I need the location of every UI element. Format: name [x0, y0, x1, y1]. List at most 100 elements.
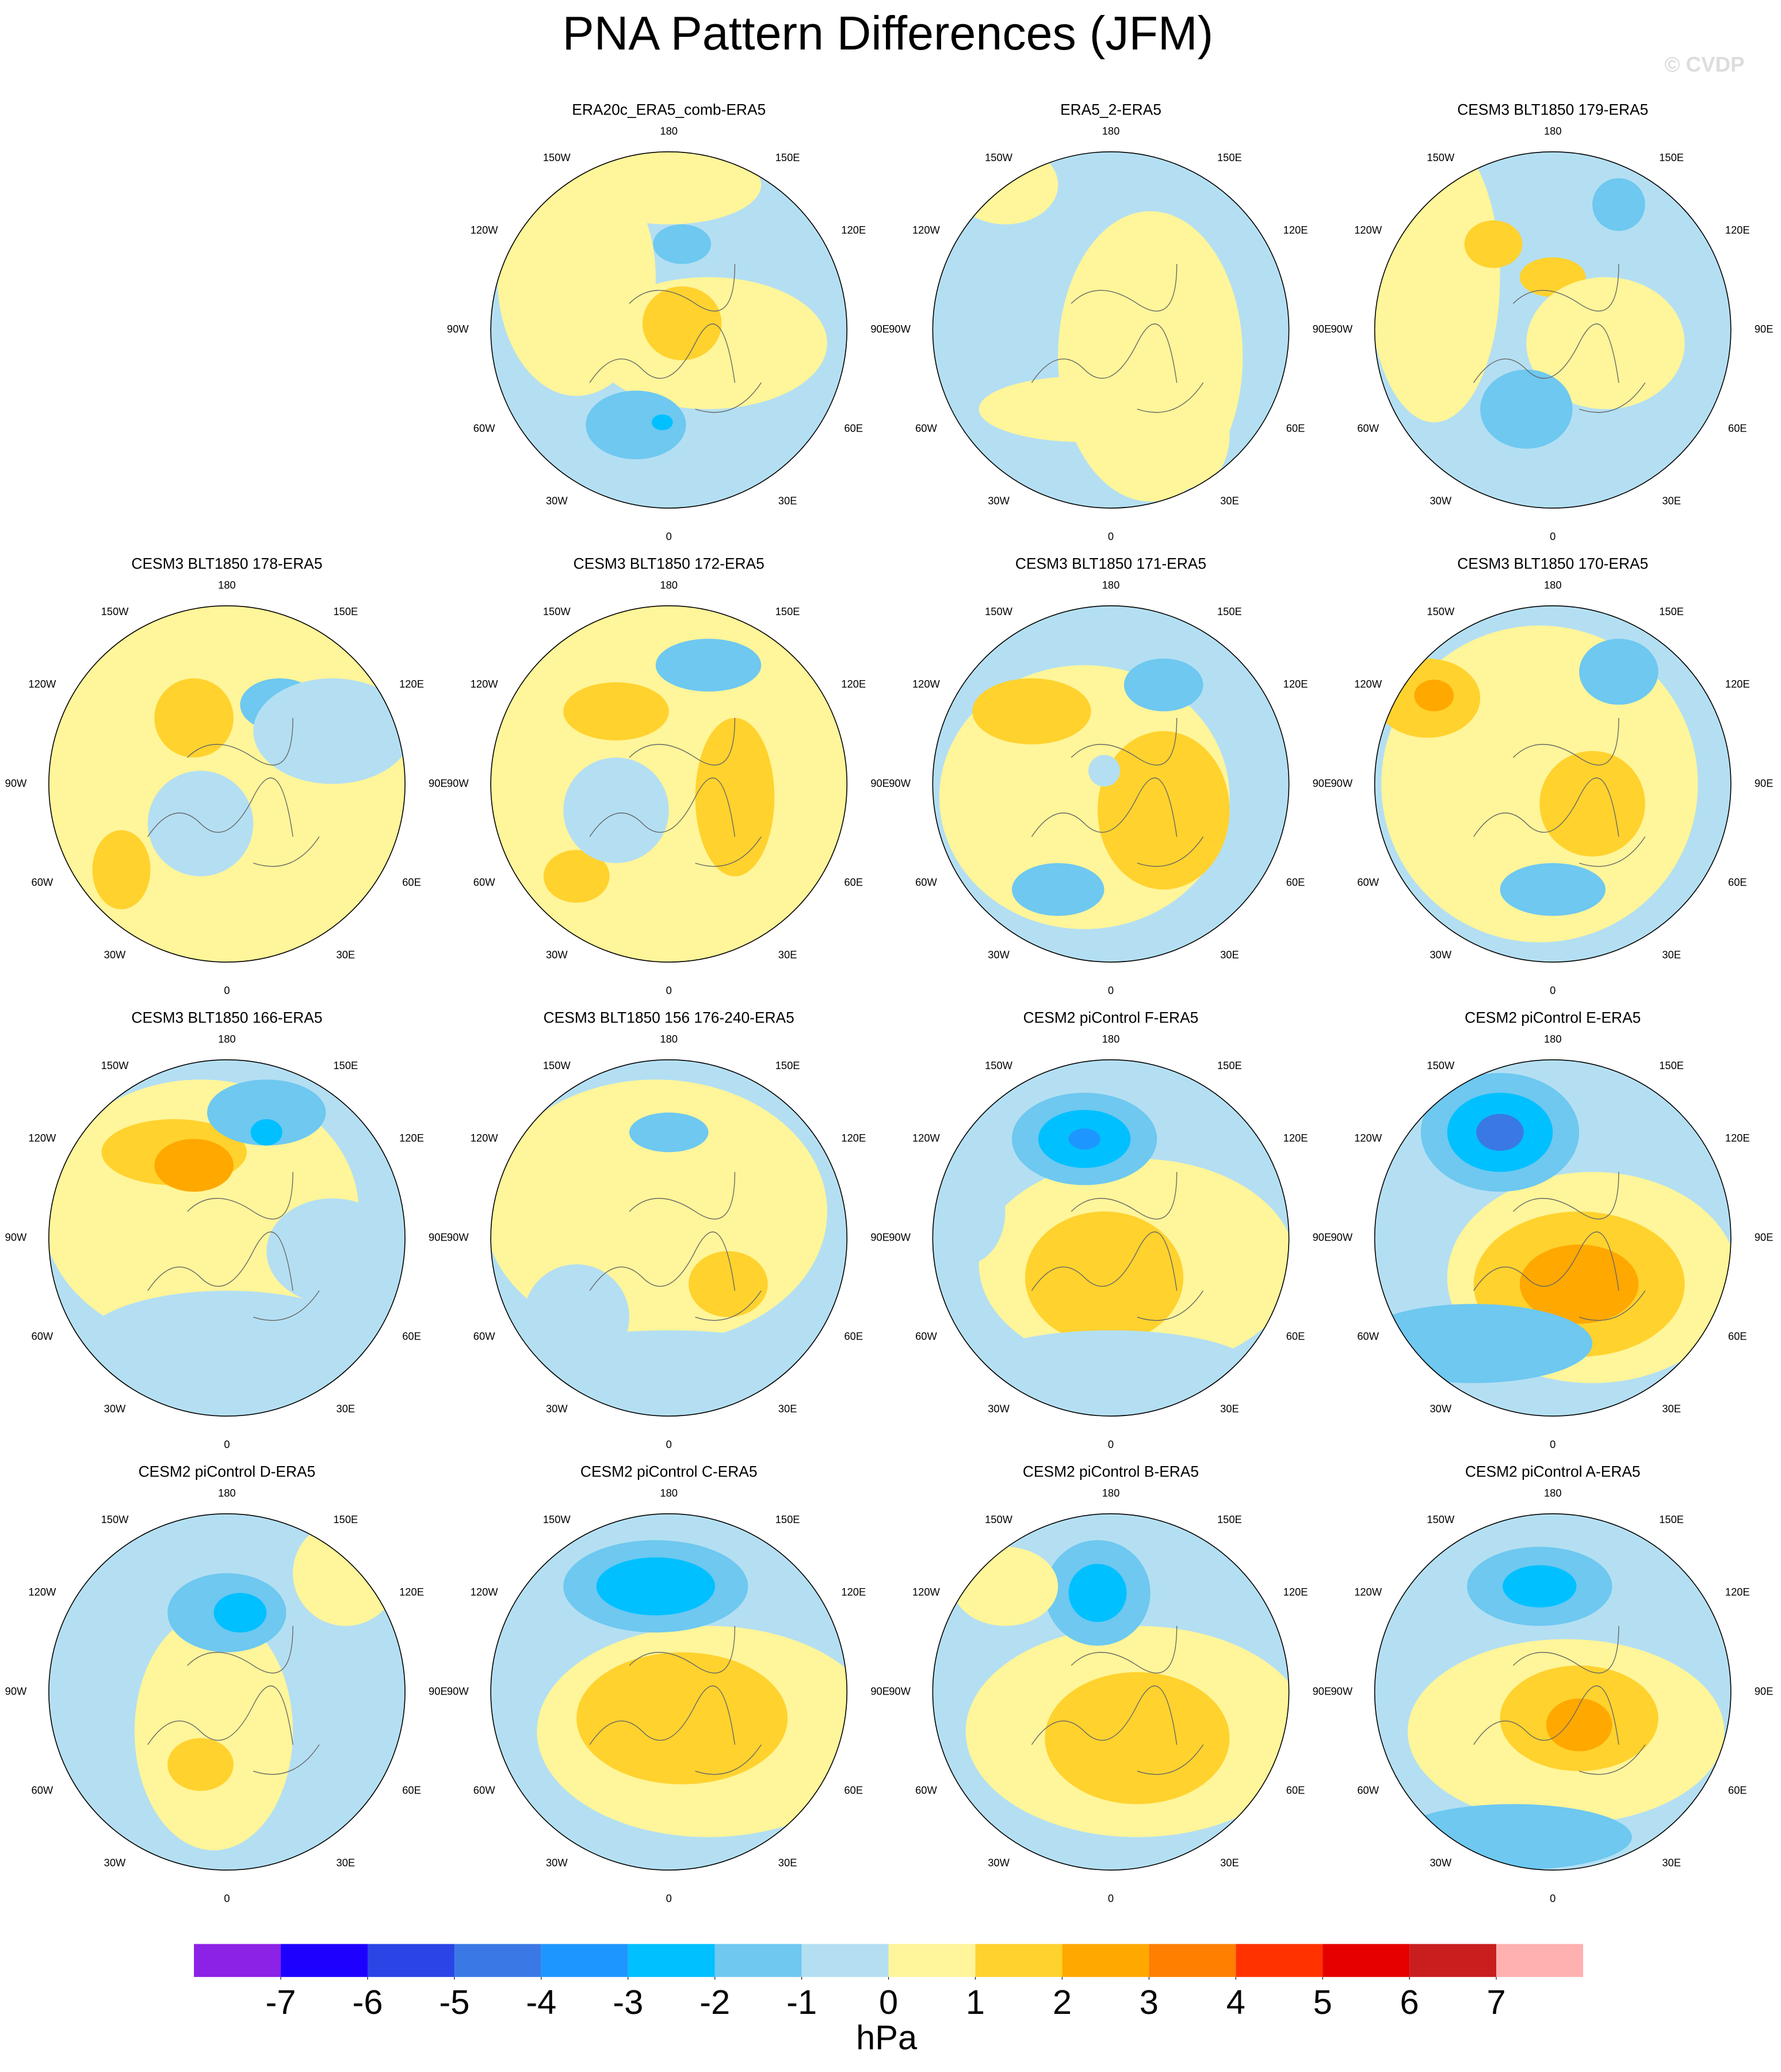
longitude-label: 120W — [471, 1586, 499, 1598]
anomaly-contour — [253, 678, 406, 784]
map-panel: ERA20c_ERA5_comb-ERA5 180 150E 120E 90E 60E 30… — [447, 101, 889, 543]
colorbar-box — [801, 1944, 889, 1977]
anomaly-contour — [213, 1593, 267, 1633]
colorbar-tick-label: 4 — [1226, 1983, 1245, 2021]
panel-title: CESM2 piControl A-ERA5 — [1465, 1463, 1641, 1480]
anomaly-field — [932, 1093, 1289, 1410]
colorbar-box — [628, 1944, 715, 1977]
panel-title: CESM2 piControl B-ERA5 — [1023, 1463, 1199, 1480]
anomaly-contour — [979, 376, 1190, 442]
coastline — [1031, 1172, 1204, 1321]
longitude-label: 90E — [870, 1231, 889, 1243]
longitude-label: 90W — [1331, 1685, 1352, 1697]
colorbar-tick-label: -6 — [352, 1983, 383, 2021]
coastline — [1473, 1625, 1646, 1775]
longitude-label: 30E — [1662, 494, 1681, 506]
longitude-label: 30W — [988, 948, 1010, 960]
longitude-label: 30W — [1430, 494, 1451, 506]
longitude-label: 60E — [402, 876, 421, 888]
colorbar-tick-label: -2 — [700, 1983, 730, 2021]
anomaly-contour — [1526, 277, 1685, 410]
longitude-label: 30W — [546, 1856, 568, 1868]
panel-title: CESM3 BLT1850 178-ERA5 — [131, 555, 322, 573]
longitude-label: 60W — [1357, 876, 1379, 888]
longitude-label: 150E — [775, 605, 800, 617]
longitude-label: 60W — [1357, 1784, 1379, 1796]
longitude-label: 150E — [333, 1513, 358, 1525]
map-border — [1374, 1513, 1732, 1871]
longitude-label: 60E — [844, 876, 863, 888]
longitude-label: 90W — [447, 323, 469, 335]
longitude-label: 150W — [985, 1513, 1013, 1525]
anomaly-contour — [651, 414, 673, 430]
longitude-label: 180 — [1102, 1033, 1120, 1045]
panel-title: CESM3 BLT1850 172-ERA5 — [574, 555, 765, 573]
longitude-label: 90W — [447, 777, 469, 789]
map-border — [490, 1059, 848, 1417]
longitude-label: 90W — [1331, 323, 1352, 335]
longitude-label: 60W — [1357, 1330, 1379, 1342]
longitude-label: 150W — [543, 1513, 571, 1525]
longitude-label: 0 — [666, 1892, 672, 1904]
panel-title: CESM3 BLT1850 179-ERA5 — [1457, 101, 1648, 119]
longitude-label: 0 — [1550, 984, 1555, 996]
map-border — [48, 1059, 406, 1417]
map-border — [932, 151, 1290, 509]
longitude-label: 0 — [666, 530, 672, 542]
colorbar-box — [1236, 1944, 1323, 1977]
longitude-label: 120E — [1283, 678, 1308, 690]
map-panel: CESM2 piControl A-ERA5 180 150E 120E 90E 60E 3… — [1331, 1463, 1773, 1905]
coastline — [1031, 718, 1204, 867]
longitude-label: 30W — [1430, 1856, 1451, 1868]
anomaly-field — [497, 151, 827, 460]
longitude-label: 60E — [844, 1784, 863, 1796]
anomaly-field — [952, 1540, 1289, 1837]
anomaly-field — [491, 1079, 827, 1410]
longitude-label: 150W — [543, 605, 571, 617]
longitude-label: 30W — [104, 1402, 126, 1414]
colorbar-box — [1409, 1944, 1497, 1977]
longitude-label: 180 — [1544, 125, 1562, 137]
colorbar-box — [281, 1944, 368, 1977]
coastline — [1473, 718, 1646, 867]
longitude-label: 90E — [1755, 1685, 1774, 1697]
longitude-label: 180 — [1102, 1487, 1120, 1499]
anomaly-contour — [1068, 1563, 1127, 1622]
longitude-label: 120E — [1283, 1132, 1308, 1144]
longitude-label: 90E — [1313, 1685, 1332, 1697]
longitude-label: 90W — [889, 1685, 911, 1697]
longitude-label: 120E — [399, 1586, 424, 1598]
anomaly-field — [48, 605, 406, 963]
anomaly-contour — [932, 1158, 1006, 1265]
longitude-label: 0 — [1550, 1438, 1555, 1450]
longitude-label: 120W — [1354, 224, 1382, 236]
anomaly-contour — [1150, 383, 1230, 489]
anomaly-contour — [1503, 1565, 1577, 1608]
colorbar-box — [888, 1944, 976, 1977]
longitude-label: 0 — [1108, 530, 1114, 542]
longitude-label: 30W — [546, 948, 568, 960]
longitude-label: 150W — [1427, 1513, 1455, 1525]
longitude-label: 60W — [473, 1330, 495, 1342]
panel-title: CESM3 BLT1850 166-ERA5 — [131, 1009, 322, 1027]
longitude-label: 30W — [546, 1402, 568, 1414]
longitude-label: 30E — [337, 1402, 356, 1414]
map-panel: CESM2 piControl F-ERA5 180 150E 120E 90E 60E 3… — [889, 1009, 1331, 1451]
anomaly-contour — [689, 1251, 768, 1318]
colorbar-tick-label: -3 — [613, 1983, 643, 2021]
longitude-label: 150W — [985, 605, 1013, 617]
longitude-label: 90E — [429, 777, 448, 789]
anomaly-contour — [576, 151, 762, 224]
longitude-label: 150E — [1217, 1059, 1242, 1071]
longitude-label: 120E — [399, 678, 424, 690]
colorbar-tick-label: -4 — [526, 1983, 556, 2021]
panel-title: CESM2 piControl F-ERA5 — [1023, 1009, 1199, 1027]
longitude-label: 0 — [1108, 984, 1114, 996]
anomaly-field — [939, 658, 1230, 929]
panel-title: CESM2 piControl C-ERA5 — [580, 1463, 758, 1480]
anomaly-contour — [1045, 1672, 1230, 1804]
coastline — [147, 1625, 320, 1775]
longitude-label: 60E — [844, 422, 863, 434]
longitude-label: 30E — [778, 494, 797, 506]
coastline — [589, 1625, 762, 1775]
